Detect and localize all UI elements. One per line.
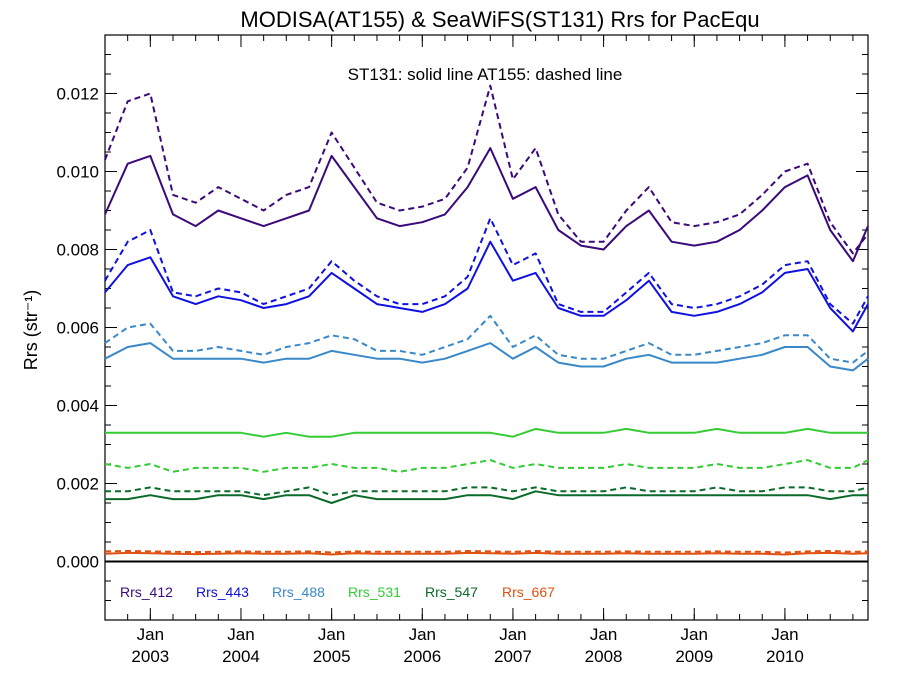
series-line-rrs-667-dashed <box>104 550 869 554</box>
y-axis-label: Rrs (str⁻¹) <box>21 290 41 370</box>
series-line-rrs-547-solid <box>105 490 868 504</box>
x-tick-year-label: 2010 <box>766 647 804 666</box>
x-tick-month-label: Jan <box>590 625 617 644</box>
series-line-rrs-412-dashed <box>104 84 869 255</box>
y-tick-label: 0.002 <box>56 475 99 494</box>
axes: 0.000 0.002 0.004 0.006 0.008 0.010 0.012 Jan 20… <box>56 34 869 666</box>
series-line-rrs-488-dashed <box>104 314 869 364</box>
series-line-rrs-488-solid <box>104 342 869 372</box>
series-line-rrs-531-solid <box>105 427 868 438</box>
plot-frame <box>104 34 869 621</box>
x-tick-month-label: Jan <box>771 625 798 644</box>
line-style-annotation: ST131: solid line AT155: dashed line <box>348 65 623 84</box>
y-tick-label: 0.004 <box>56 397 99 416</box>
y-tick-label: 0.012 <box>56 85 99 104</box>
x-tick-year-label: 2003 <box>131 647 169 666</box>
legend-entry-rrs-488: Rrs_488 <box>272 584 325 600</box>
legend-entry-rrs-667: Rrs_667 <box>502 584 555 600</box>
series-line-rrs-547-dashed <box>105 486 869 497</box>
x-tick-month-label: Jan <box>499 625 526 644</box>
legend-entry-rrs-412: Rrs_412 <box>120 584 173 600</box>
chart-title: MODISA(AT155) & SeaWiFS(ST131) Rrs for P… <box>240 7 759 32</box>
y-tick-label: 0.008 <box>56 241 99 260</box>
y-tick-label: 0.000 <box>56 553 99 572</box>
x-tick-year-label: 2008 <box>585 647 623 666</box>
series-line-rrs-531-dashed <box>104 459 869 473</box>
x-tick-year-label: 2007 <box>494 647 532 666</box>
x-tick-year-label: 2009 <box>675 647 713 666</box>
series-line-rrs-443-solid <box>104 240 869 333</box>
y-tick-label: 0.006 <box>56 319 99 338</box>
series-line-rrs-443-dashed <box>104 217 869 325</box>
series-line-rrs-412-solid <box>104 147 869 263</box>
legend-entry-rrs-531: Rrs_531 <box>348 584 401 600</box>
series-line-rrs-667-solid <box>104 551 869 556</box>
series-lines <box>104 84 869 556</box>
x-tick-month-label: Jan <box>318 625 345 644</box>
x-tick-month-label: Jan <box>681 625 708 644</box>
x-tick-month-label: Jan <box>409 625 436 644</box>
x-tick-month-label: Jan <box>137 625 164 644</box>
x-tick-year-label: 2006 <box>403 647 441 666</box>
legend: Rrs_412 Rrs_443 Rrs_488 Rrs_531 Rrs_547 Rrs_6… <box>120 584 555 600</box>
x-tick-month-label: Jan <box>227 625 254 644</box>
x-tick-year-label: 2004 <box>222 647 260 666</box>
x-tick-year-label: 2005 <box>313 647 351 666</box>
legend-entry-rrs-547: Rrs_547 <box>425 584 478 600</box>
y-tick-label: 0.010 <box>56 163 99 182</box>
legend-entry-rrs-443: Rrs_443 <box>196 584 249 600</box>
